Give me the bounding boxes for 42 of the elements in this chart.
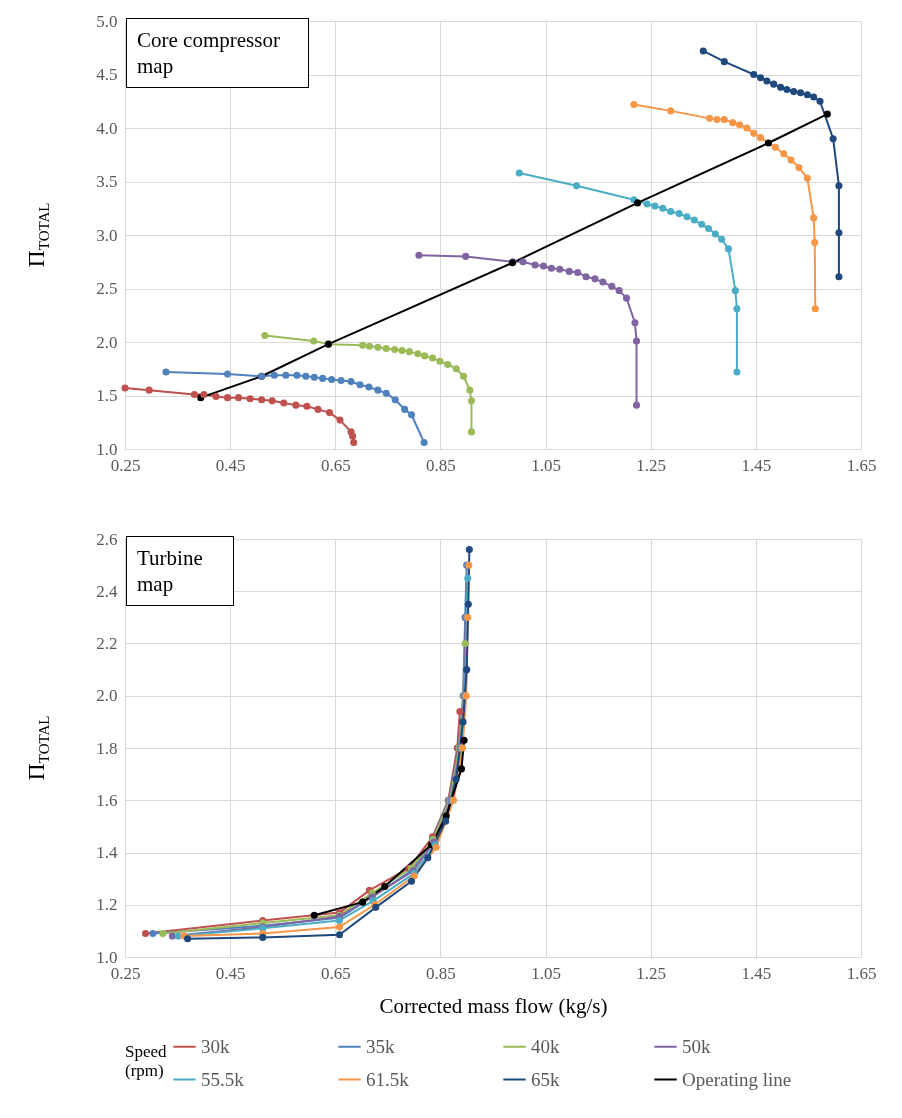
y-tick-label: 1.8 [96,738,118,758]
y-tick-label: 2.5 [96,279,118,298]
legend-label: 61.5k [366,1068,410,1090]
y-tick-label: 5.0 [96,11,118,31]
legend-label: 30k [201,1035,230,1057]
legend-label: 65k [531,1068,560,1090]
x-tick-label: 0.45 [215,455,246,475]
y-tick-label: 1.2 [96,895,118,915]
x-tick-label: 0.85 [426,455,456,475]
y-tick-label: 4.5 [96,65,118,84]
x-tick-label: 1.25 [636,963,667,983]
legend-label: Operating line [682,1068,792,1090]
y-tick-label: 2.2 [96,634,118,653]
x-tick-label: 1.05 [531,963,561,983]
text: Core compressor map [126,18,309,88]
x-tick-label: 1.05 [531,455,561,475]
x-tick-label: 1.25 [636,455,667,475]
y-tick-label: 1.6 [96,790,118,810]
text: Turbine map [126,536,234,606]
legend-title: Speed (rpm) [125,1042,168,1080]
legend-label: 55.5k [201,1068,245,1090]
x-tick-label: 1.45 [741,963,772,983]
x-tick-label: 0.65 [320,455,351,475]
x-tick-label: 0.65 [320,963,351,983]
y-tick-label: 2.4 [96,581,118,601]
y-tick-label: 2.0 [96,686,118,706]
y-tick-label: 2.0 [96,332,118,352]
x-tick-label: 1.45 [741,455,772,475]
y-tick-label: 4.0 [96,118,118,138]
x-tick-label: 0.45 [215,963,246,983]
y-tick-label: 1.5 [96,386,118,405]
legend-label: 35k [366,1035,395,1057]
legend-label: 40k [531,1035,560,1057]
x-tick-label: 1.65 [846,963,877,983]
y-tick-label: 3.0 [96,225,118,245]
y-tick-label: 3.5 [96,172,118,191]
y-tick-label: 1.4 [96,843,118,862]
x-axis-title: Corrected mass flow (kg/s) [379,993,608,1018]
x-tick-label: 0.85 [426,963,456,983]
x-tick-label: 1.65 [846,455,877,475]
y-tick-label: 2.6 [96,529,118,549]
legend-label: 50k [682,1035,711,1057]
